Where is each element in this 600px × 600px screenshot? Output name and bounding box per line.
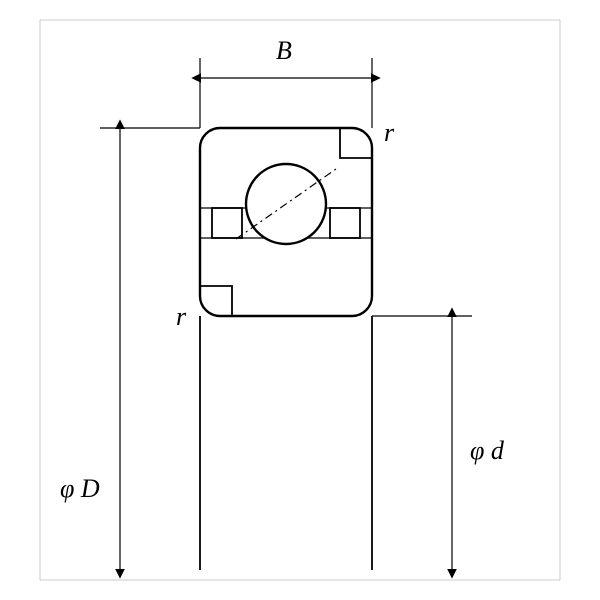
label-B: B bbox=[276, 36, 292, 66]
bearing-diagram: { "labels": { "width": "B", "outer_dia":… bbox=[0, 0, 600, 600]
diagram-svg bbox=[0, 0, 600, 600]
label-D: φ D bbox=[60, 474, 100, 504]
cage-left bbox=[212, 208, 242, 238]
cage-right bbox=[330, 208, 360, 238]
label-r-tr: r bbox=[384, 118, 394, 148]
label-r-bl: r bbox=[176, 302, 186, 332]
label-d: φ d bbox=[470, 436, 504, 466]
